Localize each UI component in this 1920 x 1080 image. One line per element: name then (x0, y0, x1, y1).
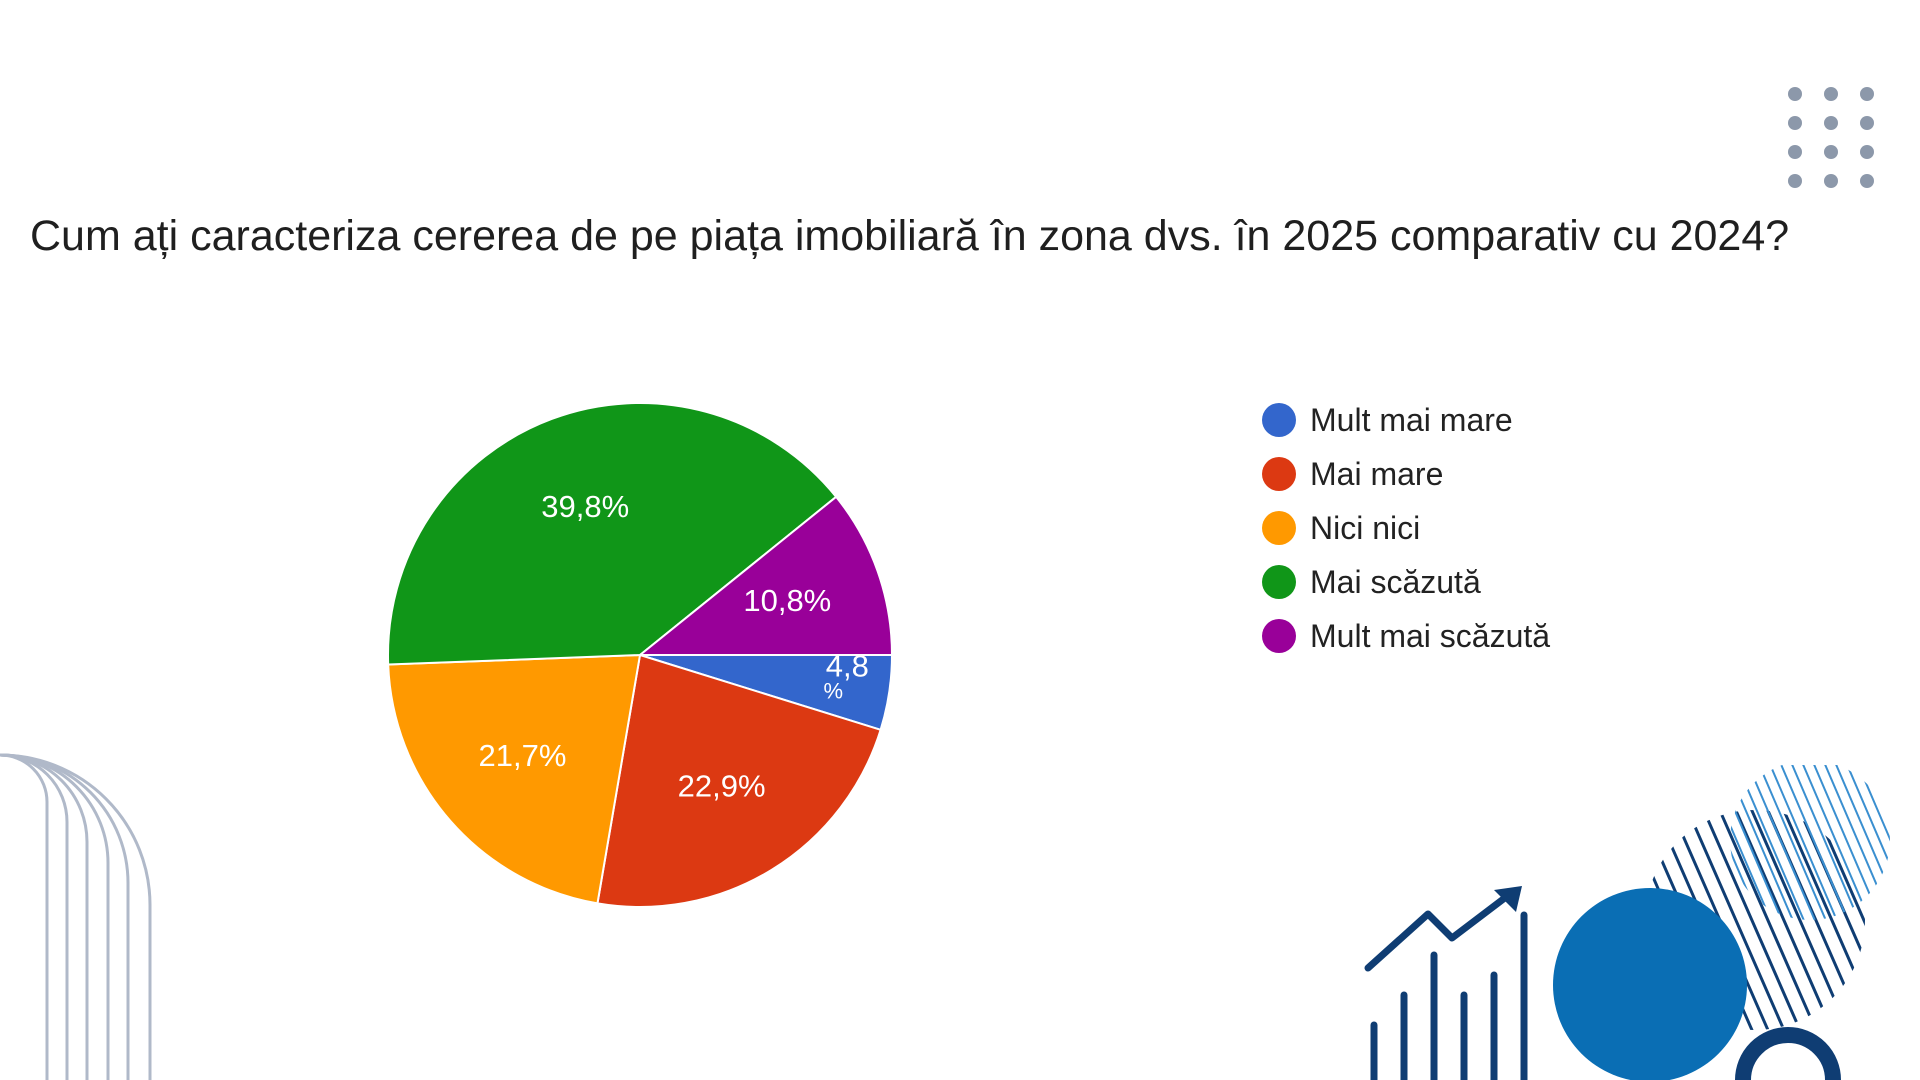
decoration-dot (1824, 116, 1838, 130)
stripe-line (1732, 765, 1824, 920)
growth-chart-icon (1364, 886, 1528, 1080)
slice-label: 4,8% (824, 648, 869, 703)
stripe-line (1787, 765, 1879, 920)
legend-label: Mult mai scăzută (1310, 617, 1551, 654)
stripe-line (1754, 765, 1846, 920)
legend-label: Nici nici (1310, 509, 1421, 546)
chart-legend: Mult mai mare Mai mare Nici nici Mai scă… (1262, 393, 1550, 663)
stripe-line (1798, 765, 1890, 920)
stripe-line (1831, 765, 1890, 920)
growth-arrow-line (1364, 890, 1514, 972)
decoration-dot (1860, 87, 1874, 101)
arches-decoration (0, 753, 152, 1080)
legend-swatch (1262, 403, 1296, 437)
stripe-line (1809, 765, 1890, 920)
decoration-dot (1824, 174, 1838, 188)
stripe-line (1762, 810, 1865, 1030)
growth-arrow-head (1494, 886, 1522, 912)
decoration-dot (1860, 145, 1874, 159)
decoration-dot (1860, 174, 1874, 188)
legend-item: Mult mai mare (1262, 393, 1550, 447)
legend-label: Mult mai mare (1310, 401, 1513, 438)
legend-item: Mai mare (1262, 447, 1550, 501)
legend-swatch (1262, 511, 1296, 545)
stripe-line (1730, 765, 1780, 920)
decoration-circle (1553, 888, 1747, 1080)
slice-label: 22,9% (678, 768, 766, 803)
decoration-dot (1824, 145, 1838, 159)
legend-label: Mai scăzută (1310, 563, 1481, 600)
legend-swatch (1262, 619, 1296, 653)
slice-label: 21,7% (479, 738, 567, 773)
decoration-dot (1824, 87, 1838, 101)
stripe-line (1714, 810, 1858, 1030)
legend-label: Mai mare (1310, 455, 1444, 492)
decoration-ring (1735, 1027, 1841, 1080)
stripe-line (1698, 810, 1842, 1030)
slice-label: 10,8% (743, 583, 831, 618)
legend-item: Mai scăzută (1262, 555, 1550, 609)
stripe-line (1765, 765, 1857, 920)
legend-swatch (1262, 565, 1296, 599)
stripe-line (1730, 765, 1791, 920)
stripe-line (1853, 765, 1890, 920)
legend-swatch (1262, 457, 1296, 491)
decoration-dot (1788, 174, 1802, 188)
decoration-dot (1860, 116, 1874, 130)
legend-item: Nici nici (1262, 501, 1550, 555)
circle-stripes-decoration (1553, 765, 1890, 1080)
decoration-dot (1788, 116, 1802, 130)
pie-slice (387, 402, 838, 666)
stripe-line (1776, 765, 1868, 920)
legend-item: Mult mai scăzută (1262, 609, 1550, 663)
pie-slice (637, 495, 894, 656)
decoration-arch (0, 753, 49, 1080)
decoration-dot (1788, 87, 1802, 101)
dot-grid-decoration (1788, 87, 1874, 188)
stripe-line (1730, 810, 1865, 1030)
stripe-line (1820, 765, 1890, 920)
stripe-line (1730, 765, 1802, 920)
chart-title: Cum ați caracteriza cererea de pe piața … (30, 212, 1790, 260)
stripe-line (1743, 765, 1835, 920)
pie-slice (596, 653, 882, 908)
decoration-dot (1788, 145, 1802, 159)
slice-label: 39,8% (541, 489, 629, 524)
pie-slice (387, 653, 642, 905)
